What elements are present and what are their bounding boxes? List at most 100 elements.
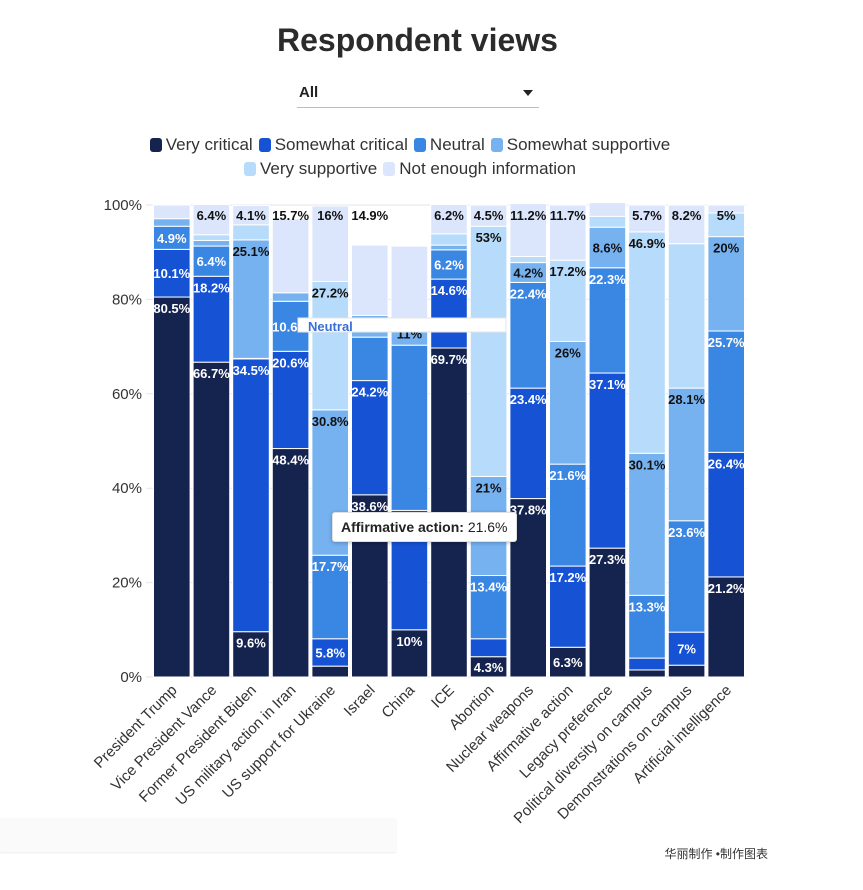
bar-segment-very-supportive <box>509 255 547 264</box>
bar-segment-somewhat-supportive <box>430 244 468 251</box>
data-label: 34.5% <box>233 363 270 378</box>
data-label: 24.2% <box>351 385 388 400</box>
bar-segment-very-supportive <box>588 215 627 228</box>
chart-tooltip: Affirmative action: 21.6% <box>332 512 517 542</box>
data-label: 6.3% <box>553 655 583 670</box>
data-label: 6.4% <box>197 208 227 223</box>
legend-item-very-supportive[interactable]: Very supportive <box>244 157 377 181</box>
bar-segment-somewhat-critical <box>707 451 746 578</box>
bar-segment-very-supportive <box>667 243 706 389</box>
bar-segment-somewhat-critical <box>192 275 231 363</box>
legend-swatch <box>149 138 162 152</box>
x-tick-label: China <box>378 681 418 721</box>
data-label: 27.3% <box>589 552 626 567</box>
bar-segment-not-enough-information <box>628 204 666 233</box>
bar-segment-not-enough-information <box>509 203 547 257</box>
bar-segment-somewhat-critical <box>588 372 627 549</box>
legend-label: Very critical <box>165 135 253 154</box>
legend-item-very-critical[interactable]: Very critical <box>149 133 253 157</box>
data-label: 11.7% <box>550 208 587 223</box>
faded-panel <box>0 818 396 852</box>
data-label: 6.2% <box>434 257 464 272</box>
legend-item-somewhat-supportive[interactable]: Somewhat supportive <box>490 133 670 157</box>
data-label: 17.2% <box>549 264 586 279</box>
bar-segment-not-enough-information <box>311 205 349 282</box>
bar-segment-neutral <box>667 520 706 633</box>
data-label: 25.7% <box>708 335 745 350</box>
x-tick-label: Israel <box>341 682 379 720</box>
bar-segment-not-enough-information <box>232 204 270 226</box>
legend-item-somewhat-critical[interactable]: Somewhat critical <box>258 133 408 157</box>
data-label: 4.2% <box>513 265 543 280</box>
data-label: 5.7% <box>632 208 662 223</box>
bar-segment-somewhat-supportive <box>153 218 191 227</box>
data-label: 66.7% <box>193 366 230 381</box>
bar-segment-somewhat-critical <box>430 278 468 349</box>
bar-segment-neutral <box>390 344 429 511</box>
bar-segment-very-critical <box>628 669 666 678</box>
bar-segment-not-enough-information <box>271 218 310 294</box>
legend-label: Very supportive <box>260 159 378 178</box>
bar-segment-somewhat-supportive <box>707 236 746 332</box>
legend-swatch <box>383 162 396 176</box>
bar-segment-somewhat-critical <box>271 350 310 450</box>
data-label: 28.1% <box>668 392 705 407</box>
data-label: 26% <box>555 345 581 360</box>
data-label: 38.6% <box>351 499 388 514</box>
bar-segment-not-enough-information <box>351 244 389 316</box>
data-label: 22.4% <box>510 286 547 301</box>
bar-segment-very-supportive <box>549 259 587 342</box>
data-label: 22.3% <box>589 272 626 287</box>
data-label: 17.2% <box>549 570 586 585</box>
data-label: 30.1% <box>629 457 666 472</box>
legend-label: Somewhat critical <box>274 135 408 154</box>
legend-label: Not enough information <box>399 159 576 178</box>
legend-swatch <box>244 162 257 176</box>
y-tick-label: 100% <box>104 197 142 214</box>
data-label: 7% <box>677 642 696 657</box>
y-tick-label: 40% <box>112 480 142 497</box>
bar-segment-somewhat-critical <box>549 565 587 648</box>
legend-swatch <box>490 138 503 152</box>
bar-segment-neutral <box>192 245 231 277</box>
bar-segment-somewhat-supportive <box>628 452 666 596</box>
bar-segment-not-enough-information <box>390 245 429 323</box>
legend-item-neutral[interactable]: Neutral <box>413 133 485 157</box>
bar-segment-somewhat-supportive <box>588 226 627 269</box>
data-label: 13.3% <box>629 599 666 614</box>
bar-segment-somewhat-supportive <box>232 239 270 359</box>
data-label: 23.6% <box>668 525 705 540</box>
data-label: 37.1% <box>589 377 626 392</box>
bar-segment-very-supportive <box>628 231 666 454</box>
bar-segment-neutral <box>311 554 349 640</box>
data-label: 20.6% <box>272 355 309 370</box>
y-tick-label: 80% <box>112 291 142 308</box>
data-label: 21.6% <box>549 468 586 483</box>
bar-segment-somewhat-supportive <box>271 292 310 302</box>
data-label: 6.2% <box>434 208 464 223</box>
legend-swatch <box>258 138 271 152</box>
data-label: 21% <box>476 480 502 495</box>
watermark-text: 华丽制作 •制作图表 <box>664 847 768 861</box>
y-tick-label: 60% <box>112 386 142 403</box>
bar-segment-not-enough-information <box>588 202 627 217</box>
bar-segment-somewhat-critical <box>351 380 389 496</box>
bar-segment-not-enough-information <box>192 204 231 236</box>
chevron-down-icon <box>523 90 533 96</box>
data-label: 14.9% <box>351 208 388 223</box>
respondent-filter-dropdown[interactable]: All <box>297 80 539 108</box>
bar-segment-very-critical <box>588 547 627 678</box>
bar-segment-very-critical <box>192 361 231 678</box>
bar-segment-neutral <box>628 594 666 659</box>
data-label: 4.3% <box>474 660 504 675</box>
data-label: 13.4% <box>470 580 507 595</box>
bar-segment-very-supportive <box>192 234 231 241</box>
x-tick-label: ICE <box>428 682 458 712</box>
bar-segment-very-critical <box>549 646 587 678</box>
legend-item-not-enough-information[interactable]: Not enough information <box>383 157 576 181</box>
y-tick-label: 20% <box>112 575 142 592</box>
data-label: 46.9% <box>629 236 666 251</box>
bar-segment-neutral <box>549 463 587 567</box>
data-label: 23.4% <box>510 392 547 407</box>
data-label: 26.4% <box>708 456 745 471</box>
